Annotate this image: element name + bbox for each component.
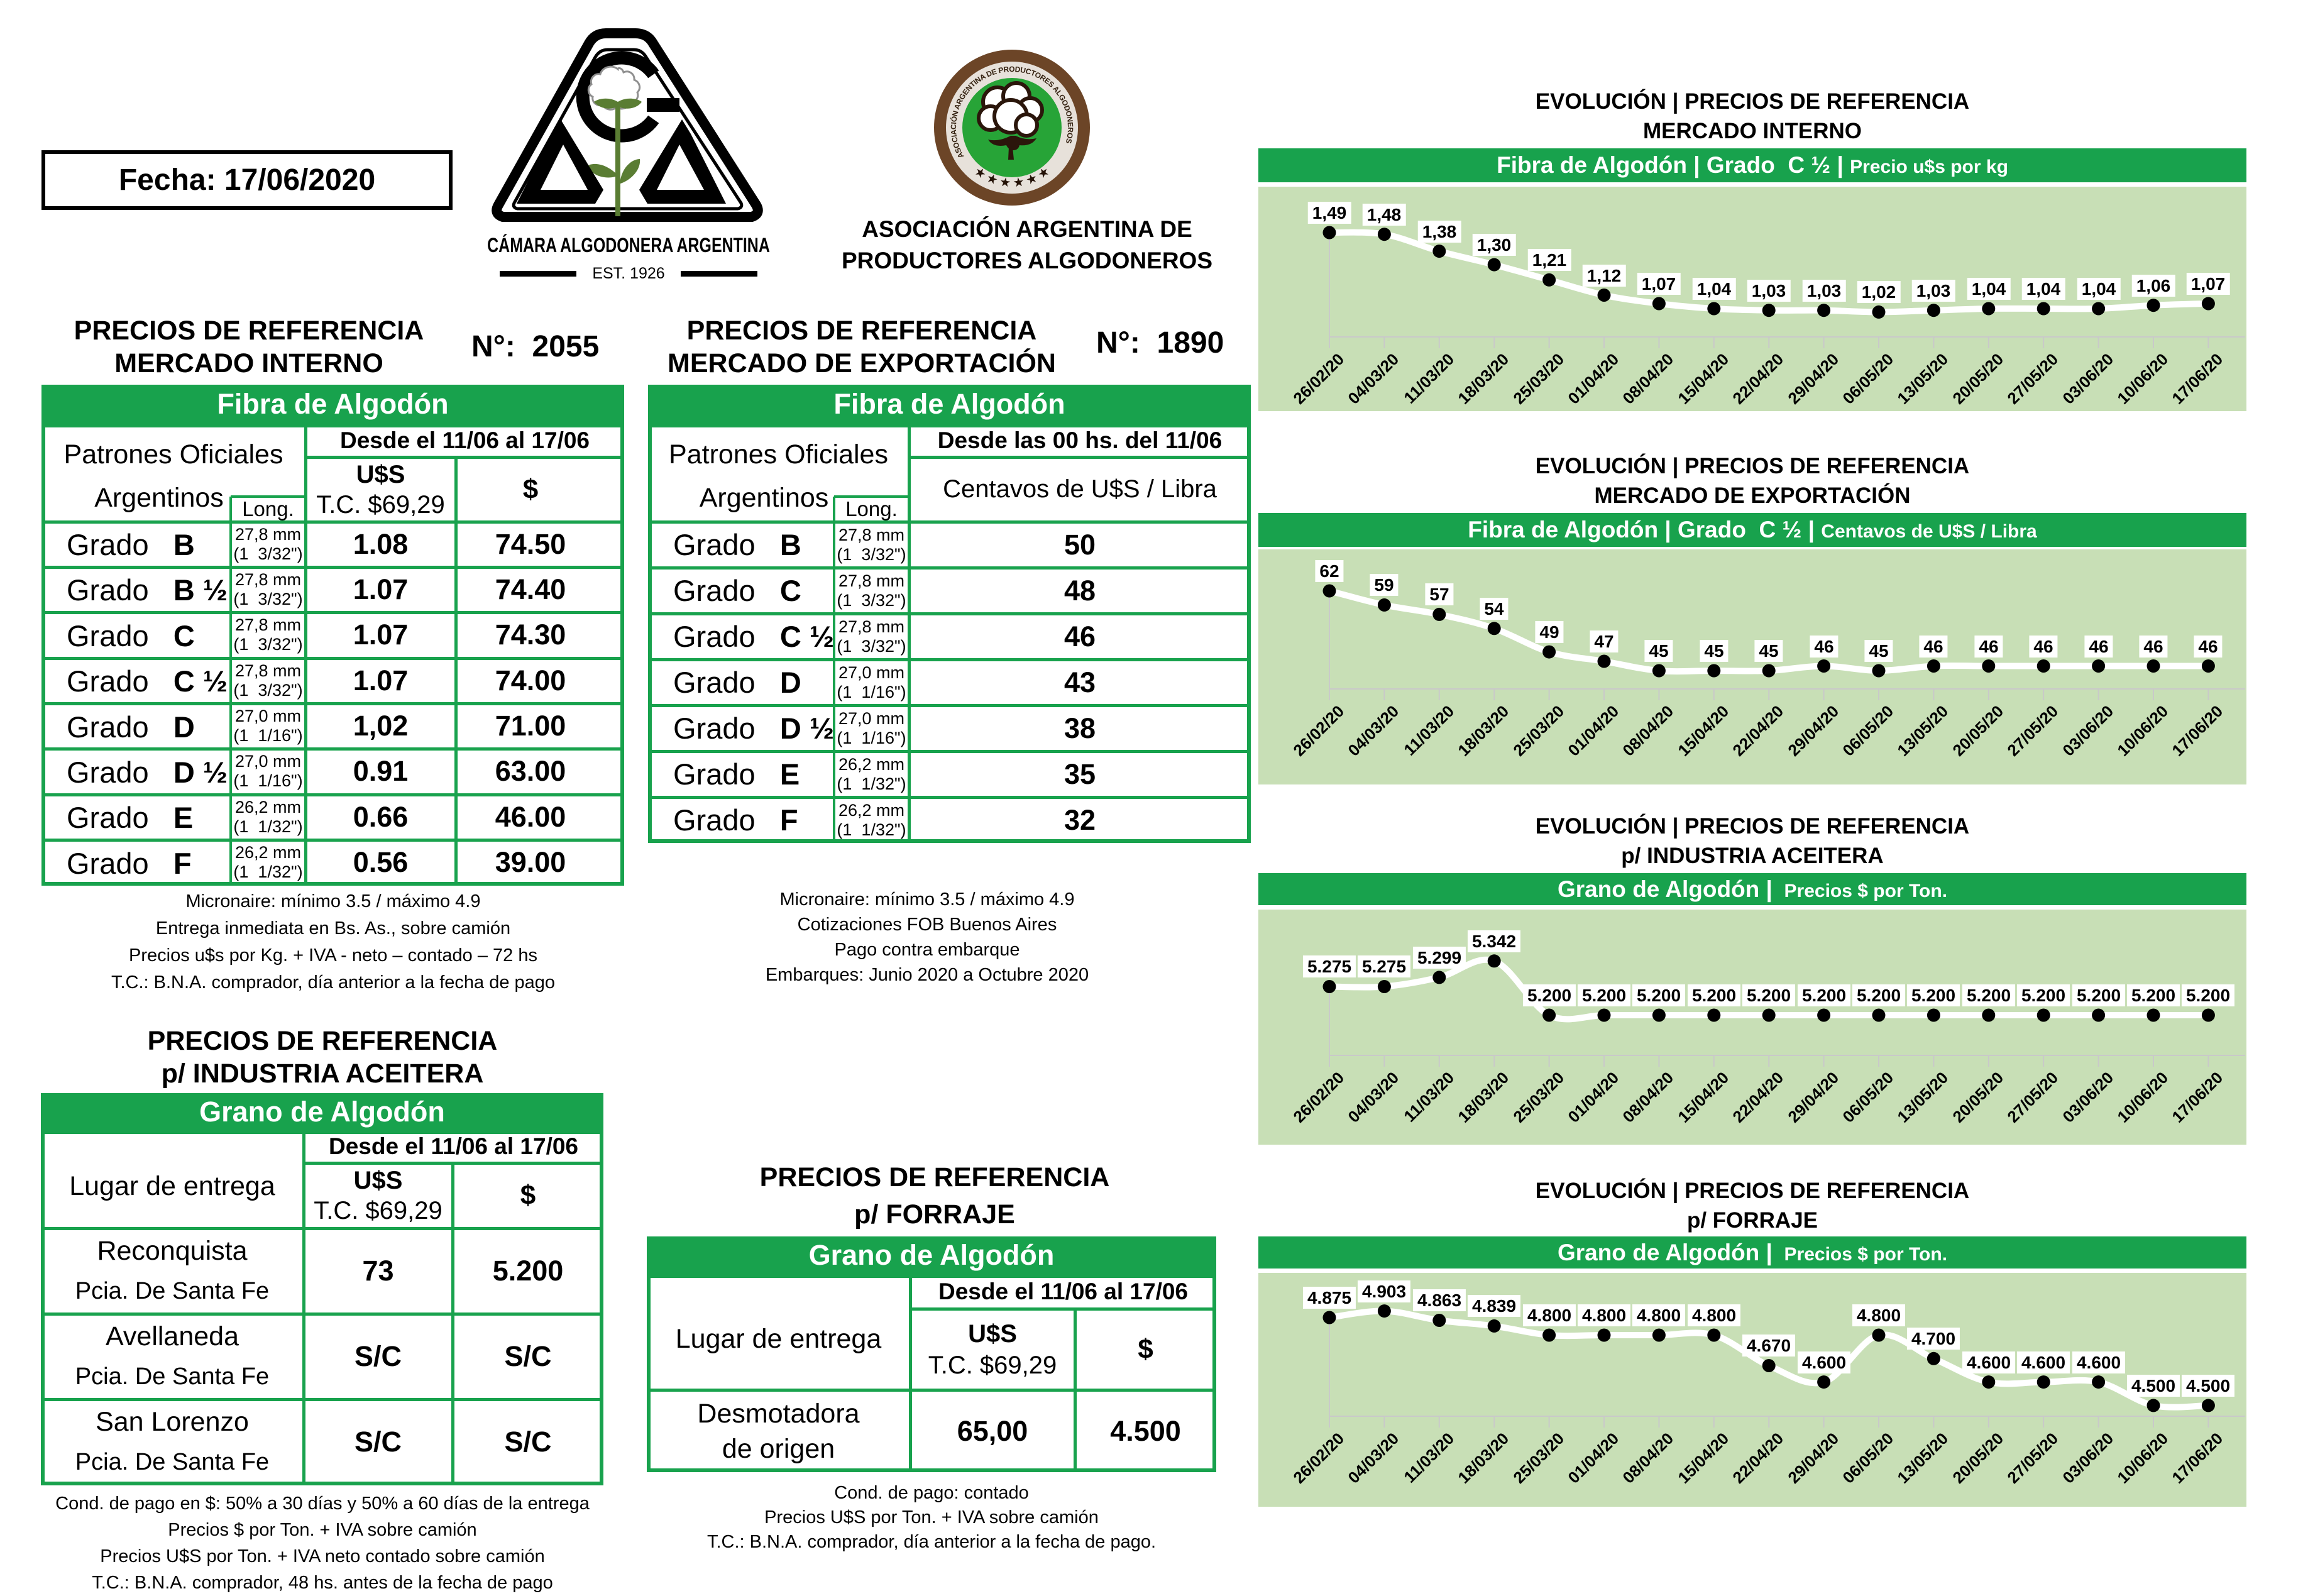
svg-text:★: ★ [1012,175,1025,190]
svg-text:★: ★ [999,175,1011,190]
